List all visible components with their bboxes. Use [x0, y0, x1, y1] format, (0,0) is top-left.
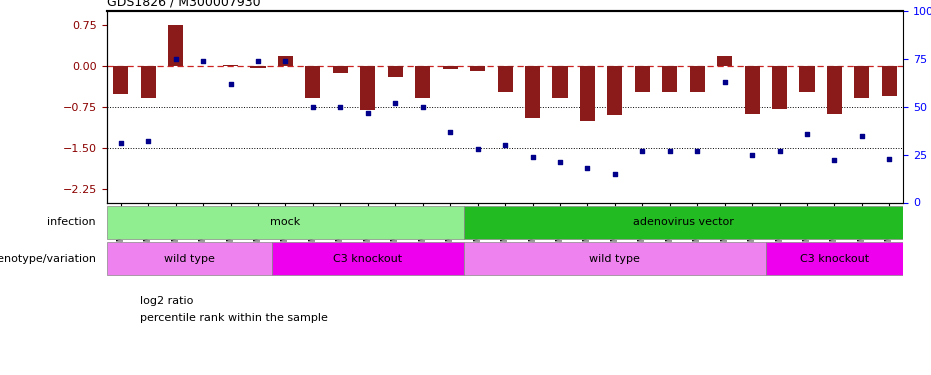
Bar: [552, 66, 568, 98]
Bar: [278, 56, 293, 66]
Point: [882, 156, 897, 162]
Bar: [305, 66, 320, 98]
Point: [388, 100, 403, 106]
Point: [635, 148, 650, 154]
Bar: [141, 66, 155, 98]
Text: mock: mock: [270, 217, 301, 227]
Bar: [360, 66, 375, 110]
Point: [607, 171, 622, 177]
Point: [800, 130, 815, 136]
Bar: [690, 66, 705, 92]
Bar: [470, 66, 485, 71]
Bar: [662, 66, 678, 92]
Bar: [387, 66, 403, 77]
Point: [470, 146, 485, 152]
Bar: [332, 66, 348, 73]
Point: [552, 159, 567, 165]
Bar: [717, 56, 732, 66]
Bar: [464, 206, 903, 238]
Bar: [442, 66, 458, 69]
Bar: [114, 66, 128, 94]
Point: [114, 140, 128, 146]
Point: [717, 79, 732, 85]
Bar: [107, 242, 272, 275]
Point: [580, 165, 595, 171]
Point: [525, 154, 540, 160]
Text: adenovirus vector: adenovirus vector: [633, 217, 734, 227]
Point: [690, 148, 705, 154]
Point: [278, 58, 293, 64]
Text: C3 knockout: C3 knockout: [800, 254, 869, 264]
Bar: [882, 66, 897, 96]
Point: [196, 58, 210, 64]
Bar: [800, 66, 815, 92]
Bar: [580, 66, 595, 120]
Point: [333, 104, 348, 110]
Bar: [827, 66, 842, 114]
Point: [169, 56, 183, 62]
Bar: [464, 242, 766, 275]
Point: [223, 81, 238, 87]
Point: [497, 142, 512, 148]
Point: [250, 58, 265, 64]
Text: infection: infection: [47, 217, 96, 227]
Point: [855, 133, 870, 139]
Bar: [223, 65, 238, 66]
Bar: [766, 242, 903, 275]
Point: [443, 129, 458, 135]
Bar: [250, 66, 265, 68]
Bar: [745, 66, 760, 114]
Text: GDS1826 / M300007930: GDS1826 / M300007930: [107, 0, 261, 9]
Bar: [169, 25, 183, 66]
Point: [827, 158, 842, 164]
Bar: [607, 66, 623, 115]
Point: [305, 104, 320, 110]
Text: C3 knockout: C3 knockout: [333, 254, 402, 264]
Bar: [415, 66, 430, 98]
Point: [745, 152, 760, 157]
Bar: [635, 66, 650, 92]
Text: wild type: wild type: [164, 254, 215, 264]
Bar: [855, 66, 870, 98]
Text: percentile rank within the sample: percentile rank within the sample: [140, 313, 328, 322]
Bar: [525, 66, 540, 118]
Text: wild type: wild type: [589, 254, 641, 264]
Point: [141, 138, 155, 144]
Bar: [497, 66, 513, 92]
Text: log2 ratio: log2 ratio: [140, 296, 193, 306]
Point: [772, 148, 787, 154]
Point: [360, 110, 375, 116]
Bar: [272, 242, 464, 275]
Bar: [107, 206, 464, 238]
Text: genotype/variation: genotype/variation: [0, 254, 96, 264]
Point: [415, 104, 430, 110]
Point: [662, 148, 677, 154]
Bar: [772, 66, 787, 108]
